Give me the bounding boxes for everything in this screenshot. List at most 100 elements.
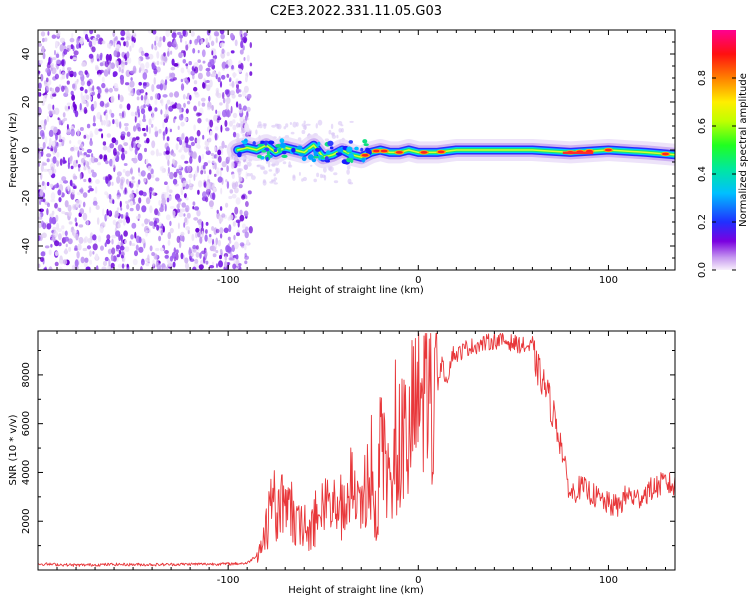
noise-speck [107,264,112,270]
spectrogram-panel: -100 0 100 -40 -20 0 20 40 Height of straight l… [8,29,676,296]
noise-speck [51,210,55,215]
noise-speck [194,170,198,178]
noise-speck [104,191,108,196]
noise-speck [83,166,87,171]
snr-xlabel: Height of straight line (km) [288,585,424,596]
halo-speck [303,120,306,125]
noise-speck [75,233,79,241]
noise-speck [65,86,69,95]
noise-speck [126,51,130,59]
noise-speck [136,123,141,130]
noise-speck [168,72,172,79]
noise-speck [246,54,250,62]
noise-speck [97,162,101,166]
noise-speck [51,216,57,225]
noise-speck [141,205,147,213]
noise-speck [244,243,247,251]
signal-blob [317,141,321,147]
halo-speck [302,176,307,182]
noise-speck [151,252,156,256]
noise-speck [88,40,93,48]
signal-blob [296,145,303,150]
noise-speck [178,201,181,206]
noise-speck [123,41,126,47]
noise-speck [226,246,232,253]
noise-speck [75,146,79,151]
noise-speck [193,91,199,95]
colorbar: 0.0 0.2 0.4 0.6 0.8 Normalized spectral ampl… [697,30,749,278]
halo-speck [349,120,354,123]
noise-speck [191,233,195,242]
noise-speck [133,141,136,149]
noise-speck [202,60,206,64]
noise-speck [228,195,233,200]
noise-speck [106,102,110,108]
halo-speck [295,122,299,127]
noise-speck [54,73,60,80]
noise-speck [227,156,230,162]
noise-speck [61,211,66,214]
noise-speck [173,63,179,67]
noise-speck [185,226,191,231]
noise-speck [61,119,65,124]
noise-speck [89,140,93,147]
noise-speck [42,141,46,149]
noise-speck [123,230,128,237]
halo-speck [259,165,265,170]
noise-speck [175,143,179,151]
noise-speck [231,64,234,70]
halo-speck [313,178,318,183]
noise-speck [231,173,235,179]
noise-speck [72,101,76,108]
noise-speck [125,40,129,48]
noise-speck [178,114,184,121]
noise-speck [46,208,49,216]
noise-speck [112,156,116,164]
noise-speck [49,137,52,144]
noise-speck [221,213,226,218]
noise-speck [167,231,172,240]
noise-speck [179,34,184,39]
noise-speck [197,189,200,195]
noise-speck [115,44,121,49]
noise-speck [188,173,193,179]
noise-speck [119,94,124,103]
noise-speck [119,245,125,251]
noise-speck [156,66,161,73]
noise-speck [170,66,176,71]
noise-speck [141,223,145,227]
noise-speck [215,87,220,94]
halo-speck [268,169,273,172]
noise-speck [129,193,135,199]
noise-speck [198,155,202,164]
noise-speck [239,89,242,93]
noise-speck [180,147,185,151]
noise-speck [123,150,128,155]
noise-speck [245,75,248,83]
noise-speck [79,143,84,149]
noise-speck [105,119,110,125]
noise-speck [232,263,237,270]
noise-speck [205,221,209,226]
noise-speck [196,165,200,173]
noise-speck [86,101,89,108]
noise-speck [80,151,82,156]
noise-speck [166,51,170,57]
noise-speck [144,95,148,100]
noise-speck [68,70,71,77]
noise-speck [162,225,165,233]
noise-speck [230,50,235,54]
noise-speck [39,129,45,137]
noise-speck [88,86,91,93]
halo-speck [301,129,306,135]
noise-speck [70,90,74,96]
noise-speck [220,148,224,156]
halo-speck [273,173,277,177]
noise-speck [209,79,213,88]
signal-blob [298,153,305,157]
noise-speck [221,140,225,149]
signal-blob [348,140,353,144]
noise-speck [61,85,65,92]
y-tick-label: 6000 [21,411,32,436]
noise-speck [121,263,125,269]
